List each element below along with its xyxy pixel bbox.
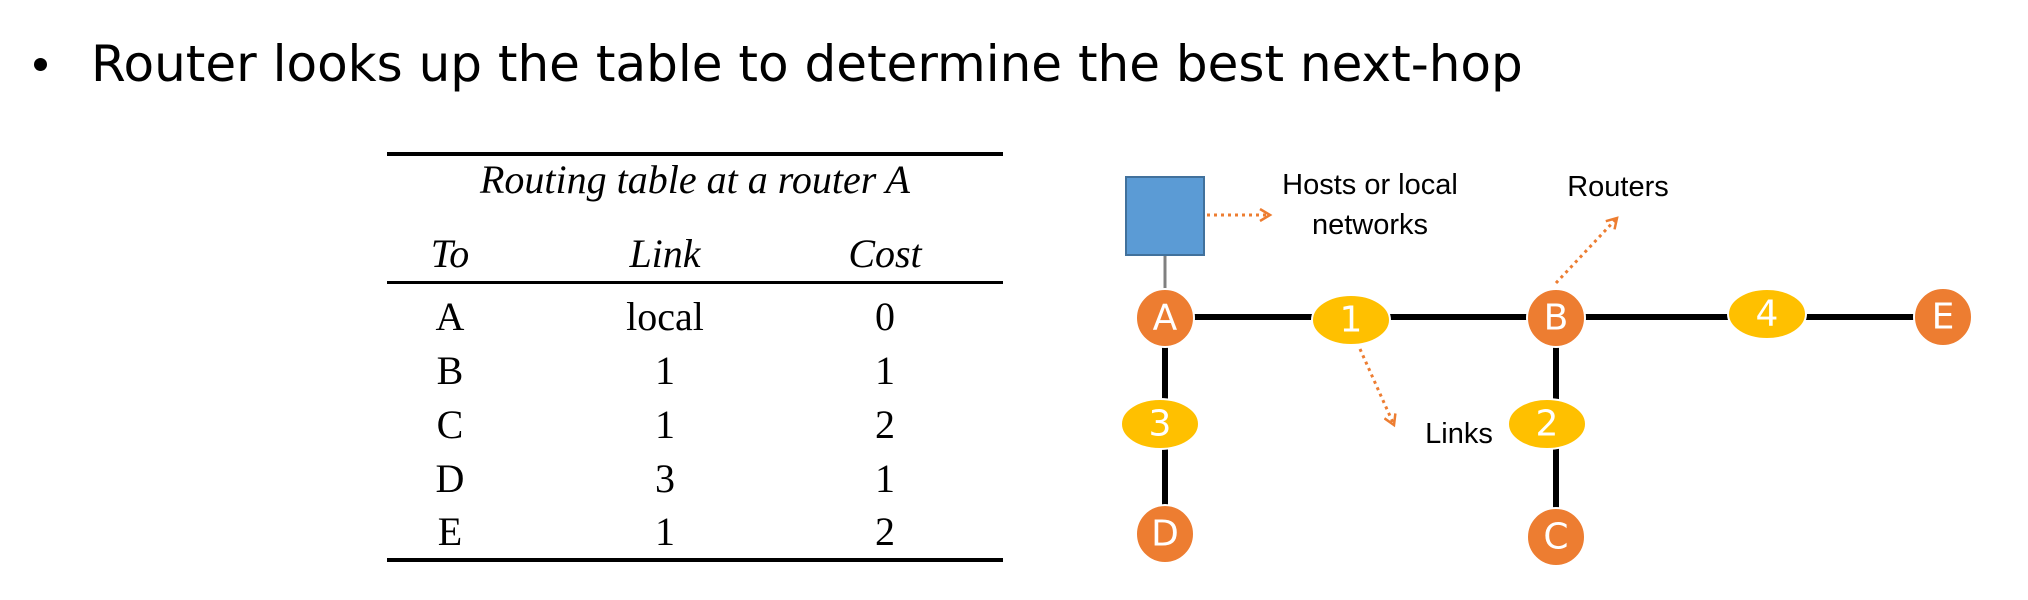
table-cell: local [626, 294, 704, 339]
link-label-2: 2 [1536, 404, 1559, 445]
bullet-dot [34, 57, 47, 71]
router-label-c: C [1543, 517, 1568, 558]
link-node-2: 2 [1507, 398, 1587, 450]
table-bottom-rule [387, 558, 1003, 562]
bullet-text: Router looks up the table to determine t… [91, 35, 1523, 93]
table-cell: D [435, 456, 465, 501]
hosts-label-line1: Hosts or local [1282, 169, 1458, 201]
link-node-3: 3 [1120, 398, 1200, 450]
link-label-1: 1 [1340, 300, 1363, 341]
table-cell: 0 [875, 294, 895, 339]
router-node-e: E [1913, 287, 1973, 347]
links-annotation-arrow [1358, 348, 1394, 425]
router-node-d: D [1135, 504, 1195, 564]
link-node-1: 1 [1311, 294, 1391, 346]
router-label-d: D [1151, 514, 1179, 555]
table-cell: 1 [655, 402, 675, 447]
table-cell: 2 [875, 402, 895, 447]
bullet-point: Router looks up the table to determine t… [34, 28, 1523, 100]
column-header-to: To [430, 231, 470, 276]
table-cell: 1 [655, 348, 675, 393]
table-cell: A [435, 294, 465, 339]
router-label-e: E [1932, 297, 1955, 338]
router-node-b: B [1526, 288, 1586, 348]
table-cell: B [436, 348, 464, 393]
router-node-c: C [1526, 507, 1586, 567]
table-header-rule [387, 281, 1003, 284]
router-label-b: B [1544, 298, 1569, 339]
routers-label: Routers [1567, 171, 1669, 203]
host-square-icon [1125, 176, 1205, 256]
links-label: Links [1425, 418, 1493, 450]
table-caption: Routing table at a router A [480, 157, 910, 202]
router-label-a: A [1153, 298, 1178, 339]
link-label-4: 4 [1756, 294, 1779, 335]
hosts-label-line2: networks [1312, 209, 1428, 241]
link-node-4: 4 [1727, 288, 1807, 340]
table-top-rule [387, 152, 1003, 156]
routers-annotation-arrow [1554, 218, 1617, 285]
table-cell: 2 [875, 509, 895, 554]
table-cell: E [437, 509, 463, 554]
router-node-a: A [1135, 288, 1195, 348]
table-cell: 3 [655, 456, 675, 501]
table-cell: 1 [875, 348, 895, 393]
link-label-3: 3 [1149, 404, 1172, 445]
table-cell: 1 [875, 456, 895, 501]
column-header-link: Link [629, 231, 701, 276]
table-cell: C [436, 402, 464, 447]
table-cell: 1 [655, 509, 675, 554]
column-header-cost: Cost [848, 231, 922, 276]
